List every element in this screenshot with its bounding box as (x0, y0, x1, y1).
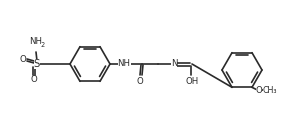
Text: CH₃: CH₃ (263, 86, 277, 95)
Text: NH: NH (30, 37, 43, 46)
Text: O: O (136, 76, 143, 85)
Text: S: S (34, 59, 40, 69)
Text: O: O (256, 86, 262, 95)
Text: N: N (171, 60, 177, 68)
Text: 2: 2 (41, 42, 45, 48)
Text: NH: NH (117, 60, 131, 68)
Text: OH: OH (185, 76, 199, 85)
Text: O: O (20, 55, 27, 65)
Text: O: O (31, 75, 37, 84)
